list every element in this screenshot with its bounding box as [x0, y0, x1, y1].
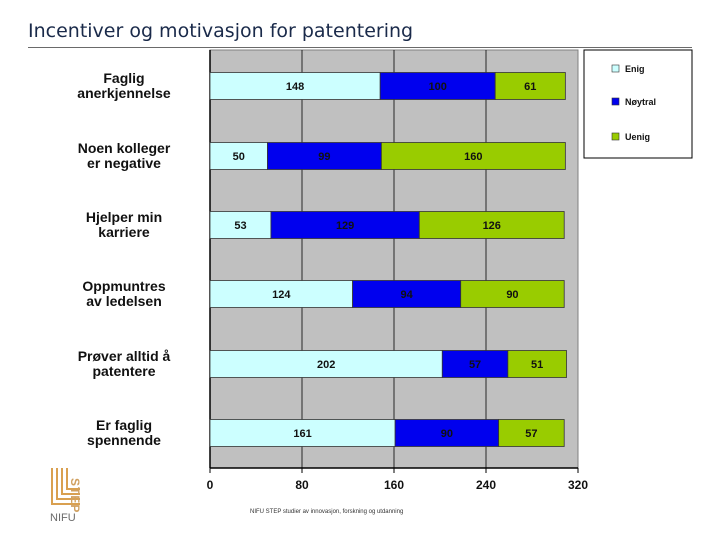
- bar-value-label: 57: [525, 428, 537, 440]
- category-label-line: Er faglig: [96, 417, 152, 433]
- bar-value-label: 53: [234, 220, 246, 232]
- bar-nøytral-3: [352, 280, 462, 308]
- bar-value-label: 50: [233, 151, 245, 163]
- bar-value-label: 202: [317, 359, 335, 371]
- bar-value-label: 61: [524, 81, 536, 93]
- bar-value-label: 57: [469, 359, 481, 371]
- legend-swatch-uenig: [611, 132, 620, 141]
- legend-swatch-enig: [611, 64, 620, 73]
- x-tick-label-80: 80: [295, 478, 309, 492]
- category-label-4: Prøver alltid å patentere: [78, 348, 171, 379]
- category-label-line: Hjelper min: [86, 209, 162, 225]
- logo-nifu-text: NIFU: [50, 512, 76, 524]
- category-label-line: av ledelsen: [86, 293, 162, 309]
- logo-step-text: STEP: [68, 478, 82, 514]
- bar-enig-1: [209, 142, 268, 170]
- category-label-line: patentere: [92, 363, 155, 379]
- bar-enig-3: [209, 280, 354, 308]
- bar-value-label: 160: [464, 151, 482, 163]
- bar-uenig-1: [380, 142, 566, 170]
- category-label-1: Noen kolleger er negative: [78, 140, 171, 171]
- category-label-2: Hjelper min karriere: [86, 209, 162, 240]
- bar-value-label: 90: [506, 289, 518, 301]
- bar-nøytral-1: [267, 142, 382, 170]
- category-label-line: Oppmuntres: [82, 278, 165, 294]
- bar-nøytral-5: [394, 419, 500, 447]
- category-label-line: Noen kolleger: [78, 140, 171, 156]
- bar-value-label: 100: [429, 81, 447, 93]
- legend-label-1: Nøytral: [625, 97, 656, 107]
- bar-value-label: 126: [483, 220, 501, 232]
- bar-nøytral-2: [270, 211, 420, 239]
- category-label-line: Prøver alltid å: [78, 348, 171, 364]
- x-tick-label-0: 0: [207, 478, 214, 492]
- footer-text: NIFU STEP studier av innovasjon, forskni…: [250, 509, 404, 515]
- x-tick-label-240: 240: [476, 478, 496, 492]
- bar-value-label: 148: [286, 81, 304, 93]
- bar-uenig-4: [507, 350, 567, 378]
- legend-box: [583, 49, 693, 159]
- x-tick-label-320: 320: [568, 478, 588, 492]
- bar-value-label: 99: [318, 151, 330, 163]
- bar-value-label: 90: [441, 428, 453, 440]
- x-tick-label-160: 160: [384, 478, 404, 492]
- bar-enig-5: [209, 419, 396, 447]
- legend-swatch-nøytral: [611, 97, 620, 106]
- bar-uenig-3: [460, 280, 565, 308]
- category-label-line: spennende: [87, 432, 161, 448]
- legend-label-0: Enig: [625, 64, 645, 74]
- category-label-line: anerkjennelse: [77, 85, 171, 101]
- bar-uenig-2: [418, 211, 565, 239]
- slide-title: Incentiver og motivasjon for patentering: [28, 20, 414, 42]
- bar-value-label: 161: [293, 428, 311, 440]
- bar-value-label: 51: [531, 359, 543, 371]
- nifu-logo-icon: [51, 468, 80, 505]
- bar-value-label: 129: [336, 220, 354, 232]
- bar-value-label: 94: [401, 289, 414, 301]
- category-label-5: Er faglig spennende: [87, 417, 161, 448]
- bar-uenig-0: [494, 72, 566, 100]
- category-label-0: Faglig anerkjennelse: [77, 70, 171, 101]
- category-label-3: Oppmuntres av ledelsen: [82, 278, 165, 309]
- bar-nøytral-0: [379, 72, 496, 100]
- bar-value-label: 124: [272, 289, 291, 301]
- title-divider: [28, 47, 692, 48]
- bar-uenig-5: [498, 419, 565, 447]
- category-label-line: Faglig: [103, 70, 144, 86]
- bar-enig-4: [209, 350, 443, 378]
- bar-nøytral-4: [441, 350, 509, 378]
- legend-label-2: Uenig: [625, 132, 650, 142]
- category-label-line: karriere: [98, 224, 150, 240]
- bar-enig-0: [209, 72, 381, 100]
- category-label-line: er negative: [87, 155, 161, 171]
